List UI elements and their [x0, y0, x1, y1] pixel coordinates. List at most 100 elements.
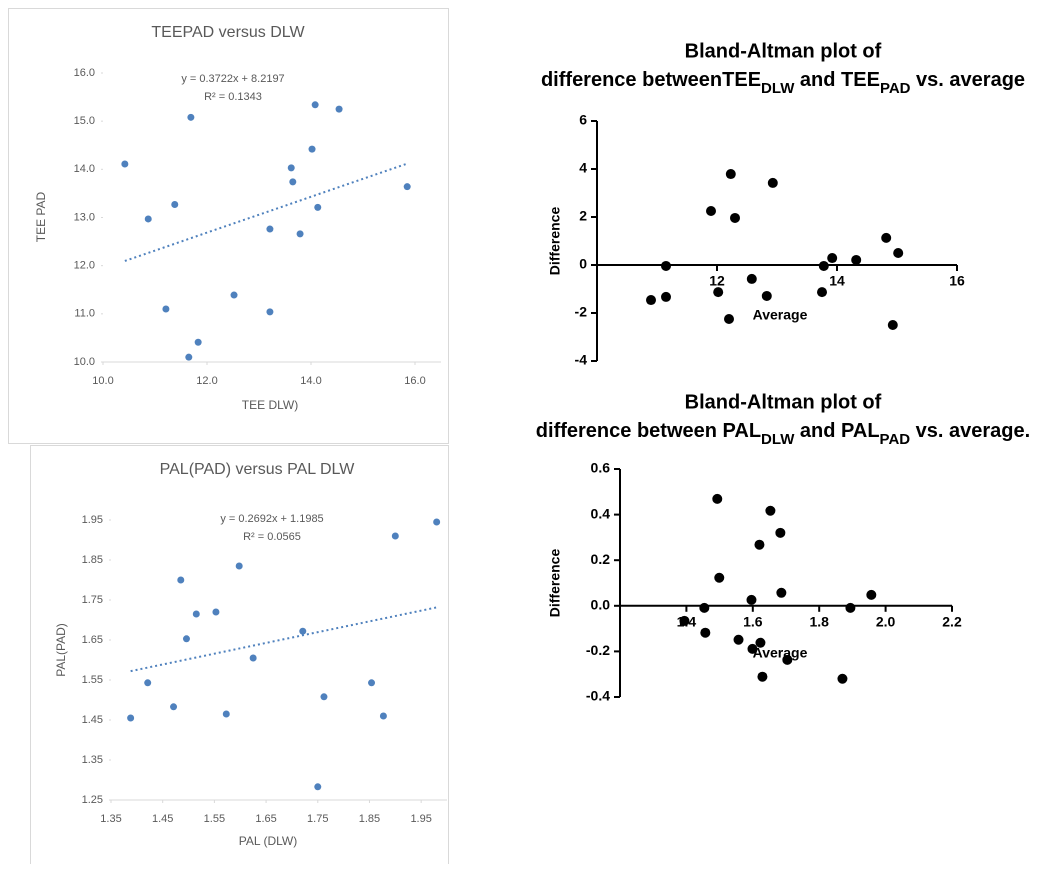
point — [194, 338, 202, 346]
point — [733, 634, 744, 645]
y-axis-title: PAL(PAD) — [54, 623, 68, 677]
point — [212, 608, 220, 616]
point — [433, 518, 441, 526]
title-part: PAD — [880, 431, 911, 448]
point — [700, 627, 711, 638]
x-tick-label: 14.0 — [300, 375, 321, 387]
point — [314, 783, 322, 791]
point — [403, 183, 411, 191]
y-tick-label: -2 — [575, 304, 588, 320]
point — [192, 610, 200, 618]
x-tick-label: 1.55 — [204, 813, 225, 825]
title-part: DLW — [761, 80, 795, 97]
point — [775, 527, 786, 538]
x-tick-label: 2.2 — [942, 614, 962, 630]
point — [893, 248, 904, 258]
title-part: and PAL — [794, 420, 879, 442]
x-tick-label: 12.0 — [196, 375, 217, 387]
point — [391, 532, 399, 540]
title-part: PAD — [880, 80, 911, 97]
y-tick-label: 6 — [579, 112, 587, 128]
x-tick-label: 1.95 — [410, 813, 431, 825]
point — [235, 562, 243, 570]
x-axis-title: TEE DLW) — [242, 398, 298, 412]
chart-title: Bland-Altman plot of — [685, 40, 882, 62]
point — [761, 290, 772, 301]
point — [230, 291, 238, 299]
point — [724, 314, 734, 324]
y-tick-label: 1.35 — [82, 754, 103, 766]
point — [845, 602, 856, 613]
point — [144, 215, 152, 223]
point — [171, 200, 179, 208]
y-tick-label: -0.4 — [586, 688, 610, 704]
title-part: and TEE — [794, 69, 880, 91]
x-tick-label: 1.45 — [152, 813, 173, 825]
point — [746, 594, 757, 605]
point — [287, 164, 295, 172]
point — [314, 203, 322, 211]
x-tick-label: 1.85 — [359, 813, 380, 825]
chart-title: TEEPAD versus DLW — [151, 24, 305, 41]
point — [818, 260, 829, 271]
chart-frame — [30, 445, 449, 869]
point — [661, 260, 671, 271]
point — [187, 113, 195, 121]
point — [379, 712, 387, 720]
point — [817, 287, 827, 298]
point — [661, 291, 671, 302]
x-tick-label: 2.0 — [876, 614, 896, 630]
point — [706, 206, 716, 216]
point — [747, 643, 758, 654]
point — [765, 505, 776, 516]
y-tick-label: 1.95 — [82, 514, 103, 526]
x-tick-label: 16 — [949, 273, 965, 289]
point — [182, 635, 190, 643]
x-tick-label: 1.75 — [307, 813, 328, 825]
point — [679, 615, 690, 626]
y-tick-label: 1.85 — [82, 554, 103, 566]
title-part: vs. average — [911, 69, 1026, 91]
x-axis-title: Average — [753, 307, 808, 323]
point — [837, 673, 848, 684]
title-part: vs. average. — [910, 420, 1030, 442]
point — [755, 637, 766, 648]
y-tick-label: -4 — [575, 352, 588, 368]
point — [121, 160, 129, 168]
point — [712, 493, 723, 504]
point — [827, 253, 838, 264]
y-tick-label: 1.65 — [82, 634, 103, 646]
point — [249, 654, 257, 662]
y-tick-label: 15.0 — [74, 115, 95, 127]
point — [746, 273, 757, 284]
point — [866, 589, 877, 600]
point — [144, 679, 152, 687]
chart-title-line: difference betweenTEEDLW and TEEPAD vs. … — [541, 69, 1025, 97]
x-tick-label: 16.0 — [404, 375, 425, 387]
title-part: difference between PAL — [536, 420, 761, 442]
trendline-equation: y = 0.3722x + 8.2197 — [181, 73, 284, 85]
chart-frame — [8, 8, 449, 444]
y-tick-label: 1.45 — [82, 714, 103, 726]
point — [311, 101, 319, 109]
point — [335, 105, 343, 113]
y-tick-label: 1.75 — [82, 594, 103, 606]
x-tick-label: 1.35 — [100, 813, 121, 825]
y-tick-label: 0.2 — [591, 551, 611, 567]
y-tick-label: 1.25 — [82, 794, 103, 806]
x-tick-label: 10.0 — [92, 375, 113, 387]
y-tick-label: 14.0 — [74, 163, 95, 175]
y-tick-label: 1.55 — [82, 674, 103, 686]
trendline — [124, 162, 408, 262]
title-part: DLW — [761, 431, 795, 448]
trendline — [130, 606, 437, 673]
y-tick-label: 16.0 — [74, 67, 95, 79]
y-tick-label: 4 — [579, 160, 587, 176]
y-axis-title: Difference — [547, 549, 563, 618]
point — [754, 539, 765, 550]
x-tick-label: 1.65 — [255, 813, 276, 825]
point — [266, 225, 274, 233]
y-axis-title: Difference — [547, 207, 563, 276]
point — [127, 714, 135, 722]
